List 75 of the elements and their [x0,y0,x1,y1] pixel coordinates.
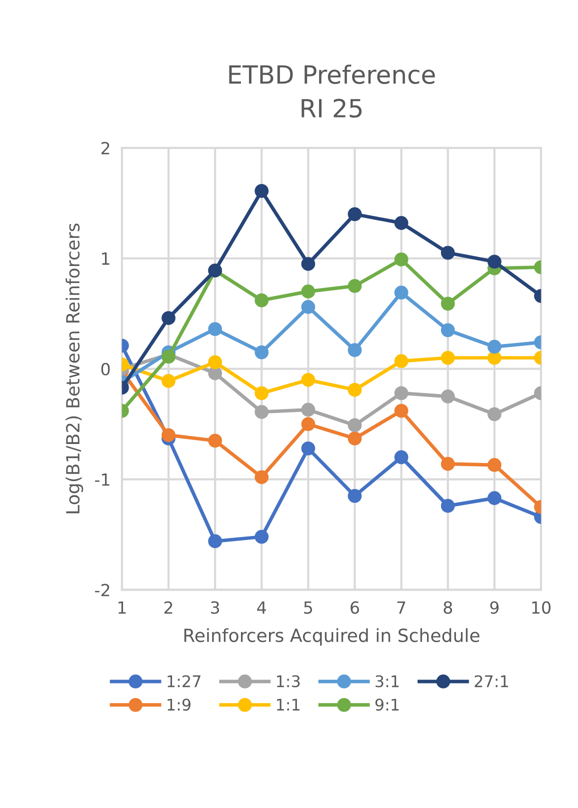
legend-label: 1:3 [276,675,300,688]
point [488,458,502,472]
legend-label: 3:1 [376,675,399,688]
point [254,530,269,544]
legend-label: 1:1 [276,698,300,711]
point [394,450,408,464]
x-tick-label: 4 [257,601,266,614]
x-tick-label: 10 [532,601,551,614]
point [301,284,316,298]
point [254,345,269,360]
point [394,286,408,300]
legend-label: 9:1 [375,698,399,711]
point [394,404,408,418]
point [440,456,455,471]
point [440,498,455,513]
legend-label: 1:27 [168,675,200,688]
point [348,343,362,358]
x-tick-label: 3 [211,601,220,614]
point [488,254,502,269]
x-tick-label: 8 [444,601,452,614]
point [301,300,316,314]
point [208,534,222,548]
point [301,256,316,271]
x-tick-label: 2 [164,601,172,614]
y-axis-title: Log(B1/B2) Between Reinforcers [66,224,84,514]
point [254,405,269,419]
point [440,296,455,311]
point [488,350,502,365]
point [208,355,222,370]
point [394,354,408,368]
point [488,491,502,506]
point [301,372,316,387]
point [440,350,455,365]
point [394,252,408,266]
point [348,382,362,397]
point [394,216,408,230]
point [488,340,502,354]
point [394,386,408,400]
x-tick-label: 7 [397,601,406,614]
point [254,386,269,400]
point [488,407,502,422]
x-tick-label: 9 [490,601,499,614]
y-tick-label: -1 [95,474,110,486]
point [208,434,222,448]
point [348,432,362,446]
x-tick-label: 6 [350,601,360,614]
x-axis-title: Reinforcers Acquired in Schedule [184,628,480,646]
point [162,428,176,442]
point [440,323,455,338]
point [208,366,222,380]
point [348,279,362,293]
x-tick-label: 1 [118,601,126,614]
point [301,417,316,432]
legend-label: 1:9 [168,698,190,711]
point [348,488,362,503]
y-tick-label: 1 [102,252,110,265]
chart-title: ETBD Preference RI 25 [229,64,435,118]
point [162,350,176,364]
point [301,441,316,456]
point [440,246,455,260]
point [162,311,176,325]
legend-label: 27:1 [474,675,508,688]
point [254,293,269,308]
y-tick-label: 2 [101,142,110,154]
y-tick-label: -2 [95,584,110,596]
point [254,470,269,484]
point [440,390,455,404]
point [301,402,316,417]
y-tick-label: 0 [101,362,110,376]
x-tick-label: 5 [304,601,312,614]
point [208,322,222,336]
point [162,374,176,388]
point [348,418,362,432]
point [348,207,362,222]
point [254,184,269,198]
